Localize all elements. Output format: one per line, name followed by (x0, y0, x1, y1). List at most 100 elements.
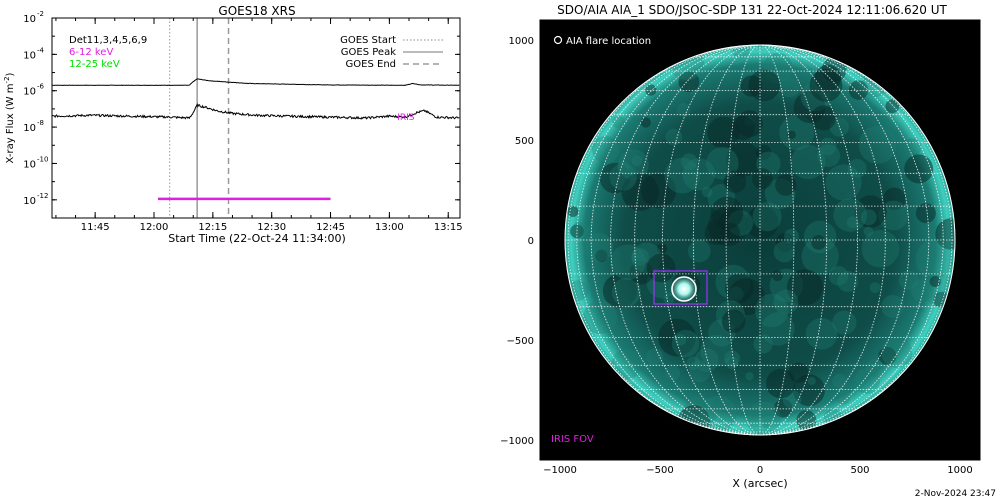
solar-texture-blob (611, 277, 641, 307)
goes-y-tick-label: 10 (23, 14, 36, 25)
solar-texture-blob (724, 350, 741, 367)
legend-goes-start: GOES Start (340, 35, 396, 46)
grid-longitude-line (759, 44, 910, 436)
solar-texture-blob (883, 187, 906, 211)
solar-texture-blob (686, 356, 701, 370)
solar-texture-blob (910, 279, 935, 303)
solar-texture-blob (746, 401, 781, 435)
flare-location-legend-icon (553, 35, 563, 45)
solar-texture-blob (771, 270, 783, 282)
goes-x-tick-label: 13:15 (434, 222, 463, 233)
solar-texture-blob (656, 243, 668, 254)
solar-texture-blob (811, 235, 826, 250)
solar-texture-blob (663, 293, 675, 305)
solar-texture-blob (861, 229, 900, 268)
solar-texture-blob (570, 224, 584, 239)
solar-texture-blob (773, 399, 793, 418)
solar-texture-blob (740, 75, 763, 97)
aia-x-tick-label: −500 (646, 465, 673, 476)
solar-texture-blob (854, 368, 881, 394)
aia-image-panel: SDO/AIA AIA_1 SDO/JSOC-SDP 131 22-Oct-20… (500, 3, 996, 499)
solar-texture-blob (609, 163, 637, 191)
solar-texture-blob (676, 103, 691, 118)
grid-longitude-line (610, 44, 761, 436)
solar-texture-blob (837, 271, 859, 292)
goes-ylabel-main: X-ray Flux (W m (5, 83, 16, 163)
solar-texture-blob (801, 237, 839, 275)
solar-texture-blob (832, 373, 847, 389)
goes-long-channel-series (52, 78, 460, 87)
goes-y-tick-label: 10 (23, 196, 36, 207)
solar-texture-blob (671, 329, 700, 358)
solar-limb (564, 44, 956, 436)
solar-texture-blob (796, 410, 817, 431)
legend-low-energy: 6-12 keV (69, 47, 113, 58)
solar-texture-blob (866, 358, 885, 378)
solar-texture-blob (694, 348, 719, 373)
goes-y-tick-label: 10 (23, 159, 36, 170)
solar-texture-blob (833, 198, 867, 232)
solar-texture-blob (807, 376, 816, 386)
solar-texture-blob (745, 372, 754, 381)
solar-texture-blob (583, 300, 617, 335)
solar-texture-blob (723, 170, 747, 193)
grid-longitude-line (759, 44, 795, 436)
solar-texture-blob (640, 117, 651, 128)
goes-ylabel-close: ) (5, 72, 16, 76)
goes-xlabel: Start Time (22-Oct-24 11:34:00) (168, 232, 346, 245)
solar-texture-blob (860, 209, 877, 226)
heliographic-grid (564, 44, 956, 436)
solar-texture-blob (645, 84, 657, 96)
legend-iris-fov: IRIS FOV (551, 434, 594, 445)
goes-y-tick-exponent: -10 (37, 155, 48, 163)
solar-texture-blob (745, 206, 779, 239)
solar-texture-blob (775, 232, 795, 252)
solar-texture-blob (846, 216, 859, 229)
solar-texture-blob (646, 348, 664, 366)
grid-longitude-line (759, 44, 953, 436)
solar-texture-blob (773, 240, 796, 263)
solar-texture-blob (753, 334, 773, 354)
aia-y-tick-label: 1000 (509, 36, 534, 47)
solar-texture-blob (773, 289, 799, 315)
solar-texture-blob (720, 222, 740, 243)
legend-goes-end: GOES End (346, 59, 396, 70)
aia-y-tick-label: 0 (528, 236, 534, 247)
goes-x-tick-label: 12:45 (316, 222, 345, 233)
grid-longitude-line (725, 44, 761, 436)
grid-longitude-line (662, 44, 761, 436)
aia-axes: −1000 −500 0 500 1000 1000 500 0 −500 −1000 (500, 36, 973, 476)
solar-texture-blob (665, 365, 681, 381)
goes-y-tick-label: 10 (23, 50, 36, 61)
solar-texture-blob (854, 195, 887, 228)
solar-texture-blob (674, 333, 687, 346)
aia-x-tick-label: 1000 (947, 465, 972, 476)
solar-texture-blob (858, 125, 897, 164)
solar-texture-blob (631, 248, 650, 266)
solar-texture-blob (735, 110, 763, 138)
grid-longitude-line (576, 44, 761, 436)
goes-short-channel-series (51, 102, 460, 120)
solar-texture-blob (721, 309, 746, 334)
goes-ylabel: X-ray Flux (W m-2) (3, 72, 16, 163)
solar-texture-blob (779, 77, 800, 98)
solar-texture-blob (706, 146, 739, 180)
solar-texture-blob (790, 144, 826, 180)
goes-xrs-chart: GOES18 XRS IRIS 10-210-410-610-810 -1010-… (3, 4, 463, 245)
solar-texture-blob (725, 356, 739, 370)
grid-longitude-line (759, 44, 858, 436)
solar-texture-blob (688, 360, 711, 383)
flare-bright-kernel (670, 275, 698, 303)
solar-texture-blob (786, 269, 824, 306)
solar-texture-blob (904, 154, 934, 184)
legend-flare-location: AIA flare location (566, 36, 651, 47)
solar-texture-blob (885, 99, 900, 114)
goes-x-tick-label: 12:00 (140, 222, 169, 233)
solar-texture-blob (618, 149, 649, 181)
solar-texture-blob (687, 239, 711, 263)
solar-texture-blob (680, 153, 698, 170)
legend-goes-peak: GOES Peak (341, 47, 396, 58)
solar-texture-blob (766, 368, 796, 399)
